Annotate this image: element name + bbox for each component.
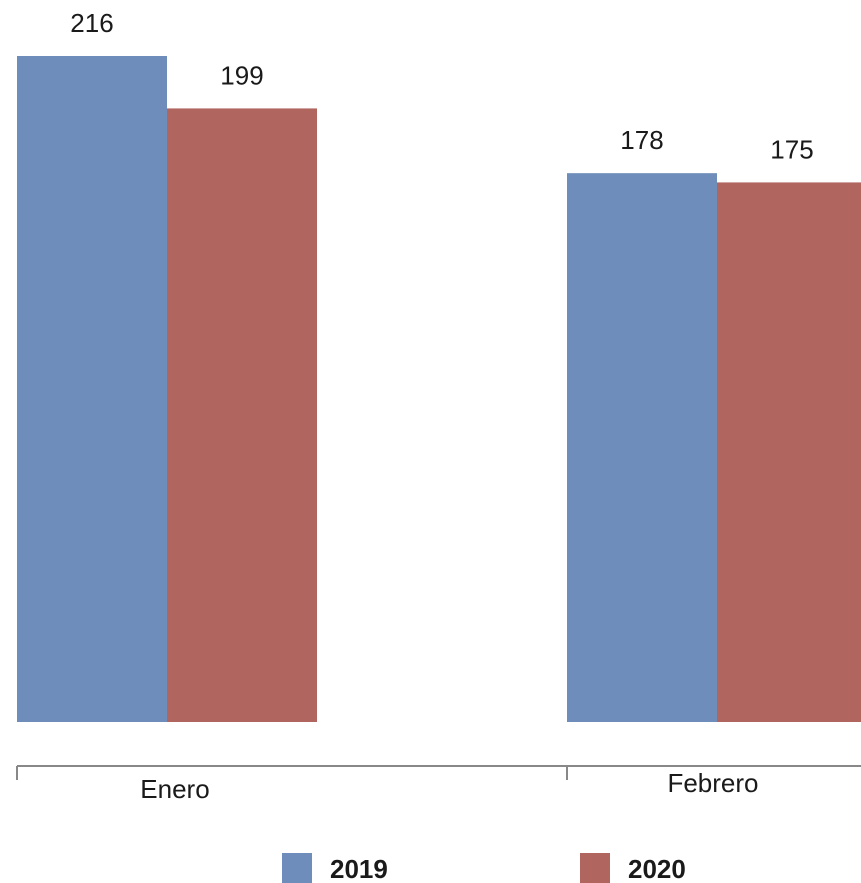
bar-febrero-2019: [567, 173, 717, 722]
legend-swatch-2019: [282, 853, 312, 883]
legend: 2019 2020: [282, 853, 686, 883]
data-labels-group: 216 199 178 175: [70, 8, 813, 164]
data-label-febrero-2020: 175: [770, 134, 813, 164]
legend-swatch-2020: [580, 853, 610, 883]
bar-enero-2020: [167, 108, 317, 722]
legend-label-2020: 2020: [628, 854, 686, 883]
category-labels-group: Enero Febrero: [140, 768, 758, 804]
x-axis: [16, 765, 861, 780]
category-label-enero: Enero: [140, 774, 209, 804]
bar-febrero-2020: [717, 182, 861, 722]
bars-group: [17, 56, 861, 722]
data-label-febrero-2019: 178: [620, 125, 663, 155]
data-label-enero-2019: 216: [70, 8, 113, 38]
category-label-febrero: Febrero: [667, 768, 758, 798]
bar-enero-2019: [17, 56, 167, 722]
legend-label-2019: 2019: [330, 854, 388, 883]
data-label-enero-2020: 199: [220, 60, 263, 90]
